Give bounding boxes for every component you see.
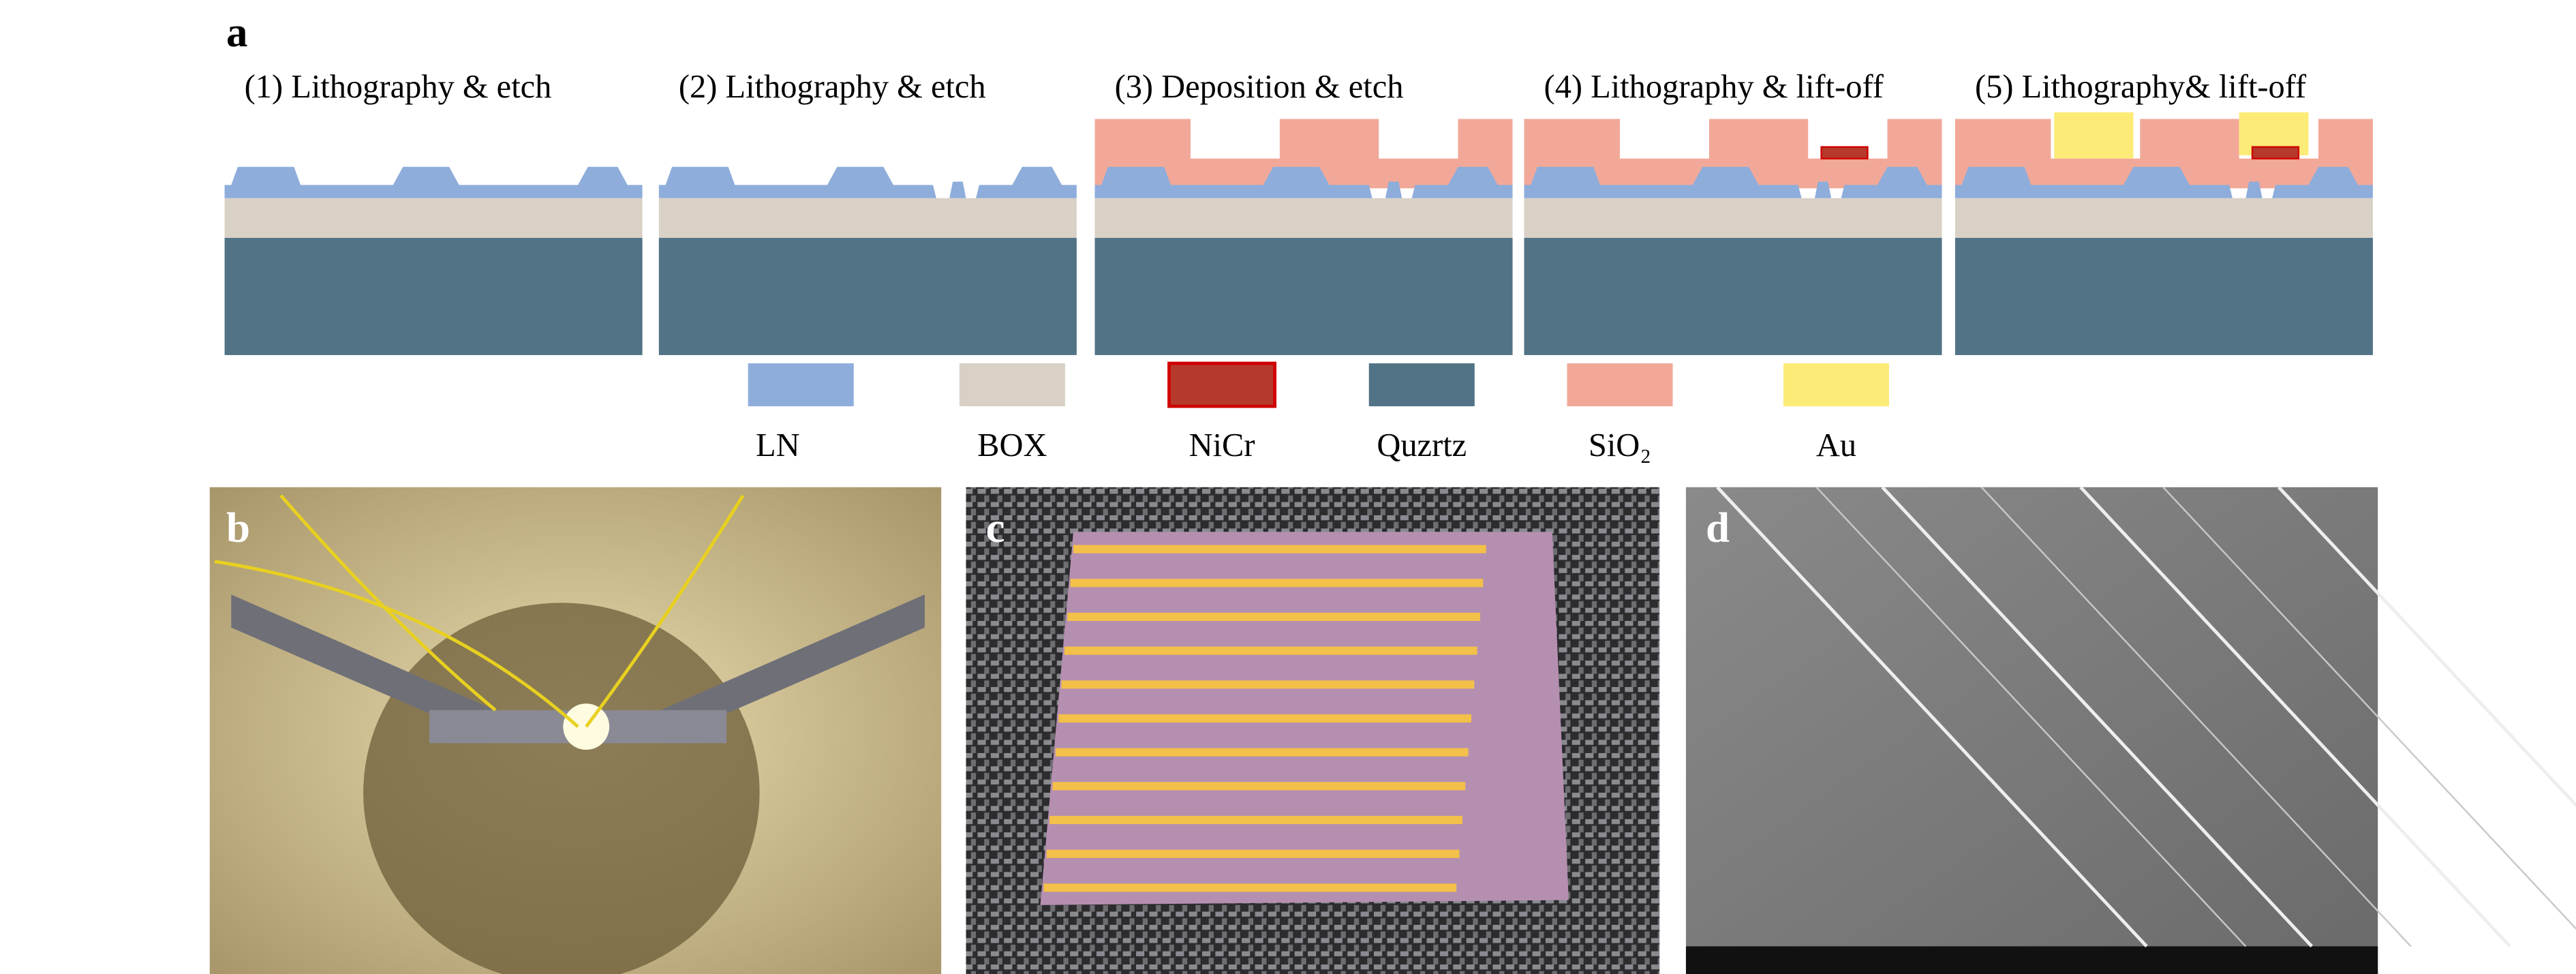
waveguide-edge (2278, 486, 2576, 808)
step-title: (1) Lithography & etch (245, 69, 552, 105)
legend-swatch (1783, 363, 1889, 407)
step-title: (4) Lithography & lift-off (1544, 69, 1884, 105)
box-layer (224, 198, 643, 238)
quartz-layer (658, 237, 1077, 355)
step-panel: (3) Deposition & etch (1094, 69, 1513, 355)
wafer (363, 603, 760, 974)
panel-label: b (226, 504, 250, 551)
electrode-stripe (1052, 782, 1466, 791)
waveguide-edge (1815, 486, 2247, 947)
au-pad (2054, 112, 2134, 159)
photo-d: d (1685, 486, 2576, 974)
waveguide-edge (1881, 486, 2314, 948)
photo-background (1685, 487, 2378, 974)
nicr-heater (2251, 146, 2300, 159)
step-panel: (4) Lithography & lift-off (1524, 69, 1942, 355)
photo-b: b (209, 487, 942, 974)
legend-label: LN (756, 427, 800, 463)
legend-swatch (1567, 363, 1673, 407)
legend-label: SiO₂ (1589, 427, 1651, 463)
quartz-layer (1094, 237, 1513, 355)
waveguide-edge (2079, 486, 2511, 948)
legend-label: BOX (977, 427, 1047, 463)
waveguide-edge (1716, 486, 2148, 948)
ln-layer (1524, 166, 1942, 198)
box-layer (658, 198, 1077, 238)
probe-arm (231, 594, 495, 735)
step-panel: (1) Lithography & etch (224, 69, 643, 355)
sio2-layer (1954, 119, 2373, 189)
electrode-stripe (1061, 680, 1475, 689)
fiber (214, 494, 745, 728)
electrode-stripe (1049, 815, 1462, 825)
electrode-stripe (1055, 748, 1469, 757)
legend: LN BOX NiCr Quzrtz SiO₂ Au (748, 361, 1889, 463)
step-title: (5) Lithography& lift-off (1975, 69, 2307, 105)
nicr-heater (1820, 146, 1869, 159)
step-title: (2) Lithography & etch (679, 69, 986, 105)
sio2-layer (1094, 119, 1513, 189)
quartz-layer (1954, 237, 2373, 355)
legend-label: Quzrtz (1377, 427, 1467, 463)
step-panel: (5) Lithography& lift-off (1954, 69, 2373, 355)
quartz-layer (224, 237, 643, 355)
electrode-stripe (1046, 849, 1460, 858)
step-panel: (2) Lithography & etch (658, 69, 1077, 355)
legend-swatch (1368, 363, 1475, 407)
waveguide-edge (1980, 486, 2412, 947)
box-layer (1524, 198, 1942, 238)
electrode-stripe (1070, 579, 1484, 588)
ln-layer (658, 166, 1077, 198)
panel-label: c (986, 504, 1005, 551)
electrode-stripe (1043, 883, 1457, 892)
legend-swatch (1167, 361, 1277, 408)
quartz-layer (1524, 237, 1942, 355)
box-layer (1954, 198, 2373, 238)
photo-c: c (966, 487, 1660, 974)
panel-label: d (1706, 504, 1730, 551)
ln-layer (224, 166, 643, 198)
electrode-stripe (1073, 545, 1486, 553)
legend-swatch (959, 363, 1065, 407)
light-spot (563, 703, 610, 750)
step-title: (3) Deposition & etch (1115, 69, 1404, 105)
electrode-stripe (1067, 612, 1481, 622)
process-steps: (1) Lithography & etch (2) Lithography & … (224, 69, 2373, 355)
legend-label: NiCr (1189, 427, 1255, 463)
panel-label: a (226, 8, 248, 56)
probe-arm (660, 594, 925, 735)
box-layer (1094, 198, 1513, 238)
ln-layer (1954, 166, 2373, 198)
legend-swatch (748, 363, 854, 407)
legend-label: Au (1816, 427, 1856, 463)
electrode-stripe (1058, 714, 1471, 723)
waveguide-edge (2162, 486, 2576, 930)
electrode-stripe (1064, 646, 1477, 655)
sio2-layer (1524, 119, 1942, 189)
info-bar (1685, 946, 2378, 974)
ln-layer (1094, 166, 1513, 198)
